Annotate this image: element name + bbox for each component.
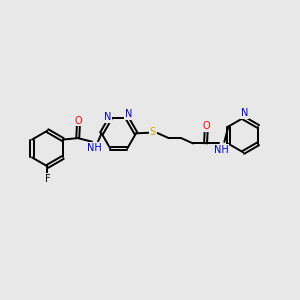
Text: S: S [150,127,156,137]
Text: N: N [125,109,133,119]
Text: N: N [103,112,111,122]
Text: O: O [202,121,210,131]
Text: NH: NH [87,143,102,153]
Text: F: F [45,174,50,184]
Text: N: N [241,108,248,118]
Text: O: O [74,116,82,126]
Text: NH: NH [214,145,229,155]
